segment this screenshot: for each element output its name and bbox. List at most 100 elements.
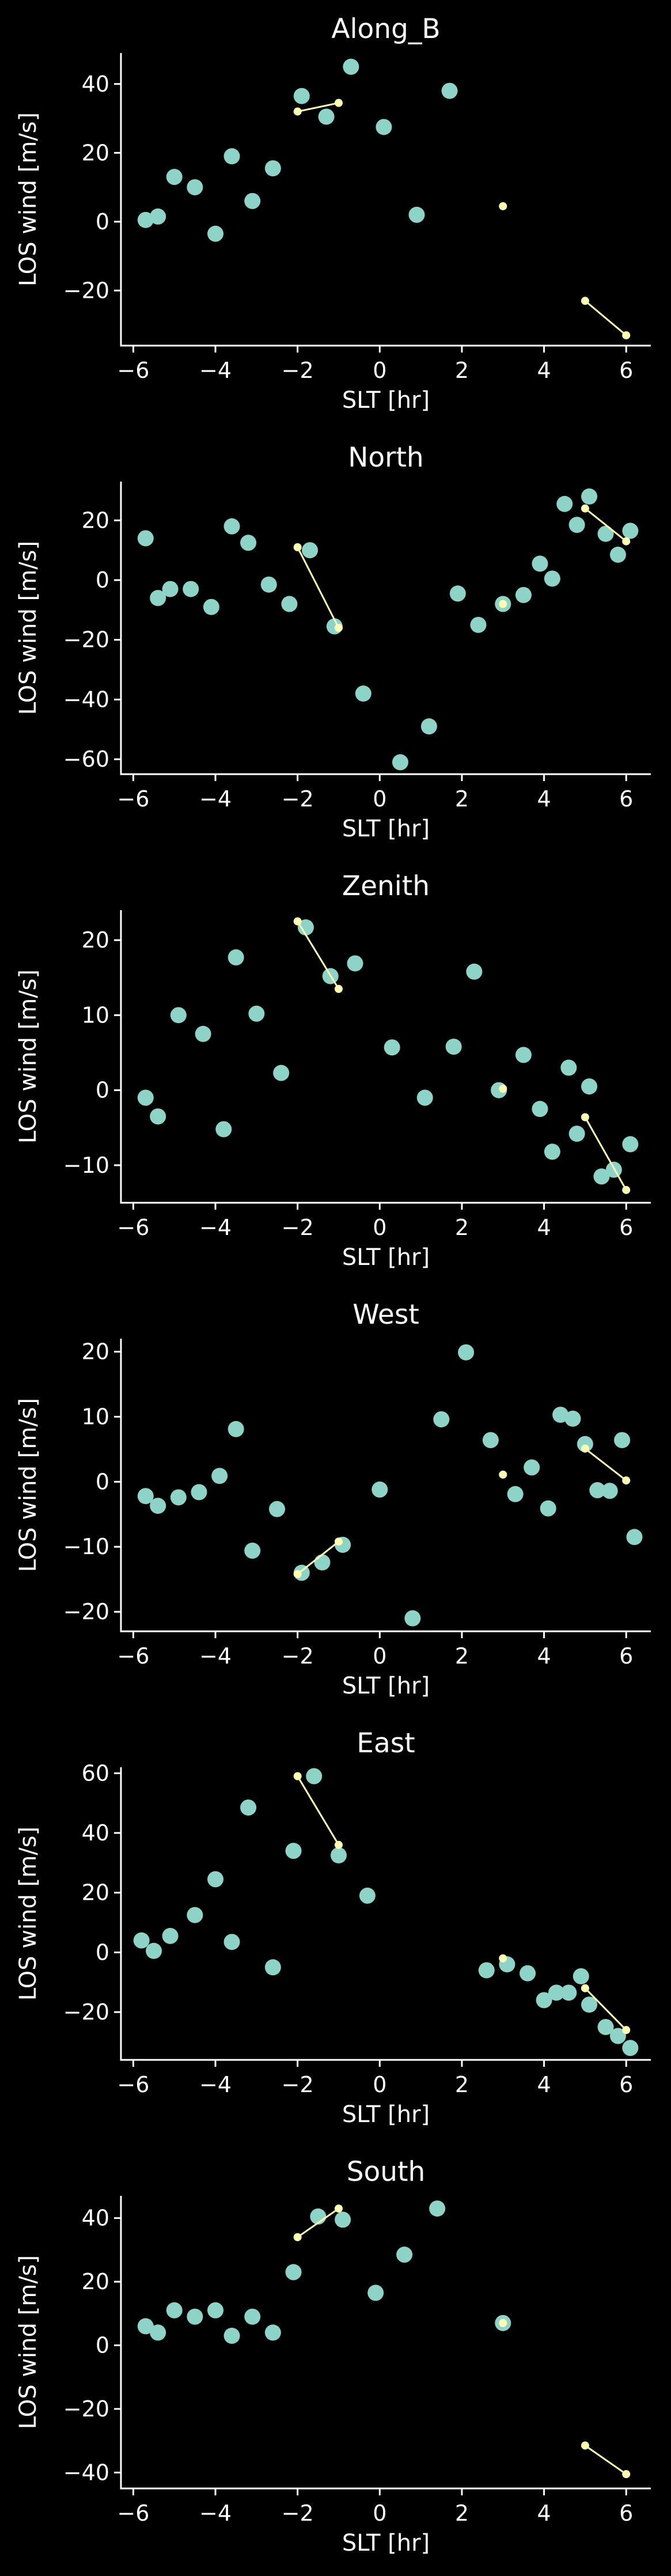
x-tick-label: 6 [619,2072,633,2097]
chart-title: Zenith [342,870,430,902]
data-point [581,488,598,505]
data-point [536,1992,552,2009]
model-line [297,920,340,990]
model-point [622,537,631,545]
x-axis-label: SLT [hr] [342,1244,430,1271]
x-tick-label: 6 [619,1215,633,1240]
data-point [133,1932,150,1949]
y-axis-label: LOS wind [m/s] [15,112,41,286]
x-tick-label: −2 [282,2072,314,2097]
model-point [581,2441,589,2450]
x-tick-label: 0 [373,358,386,383]
data-point [137,530,154,547]
model-point [581,1984,589,1992]
data-point [264,2324,281,2341]
data-point [482,1432,499,1449]
data-point [597,525,614,542]
y-tick-label: 20 [82,1339,109,1365]
y-tick-label: 20 [82,140,109,165]
x-tick-label: −6 [117,1215,149,1240]
x-tick-label: −2 [282,1643,314,1669]
data-point [416,1089,433,1106]
x-tick-label: 2 [455,786,469,812]
x-tick-label: 4 [537,2501,551,2526]
data-point [223,148,240,165]
model-line [297,102,339,113]
y-tick-label: 0 [96,1078,109,1103]
x-tick-label: −6 [117,358,149,383]
model-point [622,1185,631,1194]
data-point [515,586,532,603]
x-tick-label: 4 [537,1215,551,1240]
data-point [150,2324,166,2341]
data-point [420,718,437,735]
model-point [581,297,589,305]
model-point [293,2233,302,2241]
data-point [458,1344,475,1361]
data-point [150,1108,166,1125]
data-point [355,685,371,702]
data-point [150,1498,166,1514]
model-line [584,1987,627,2031]
data-point [187,2308,203,2325]
data-point [244,1543,261,1559]
x-tick-label: 2 [455,1215,469,1240]
y-axis-label: LOS wind [m/s] [15,969,41,1143]
data-point [593,1168,610,1185]
model-line [585,2445,627,2475]
x-axis-label: SLT [hr] [342,2101,430,2128]
model-point [293,107,302,116]
model-point [622,1476,631,1485]
data-point [281,596,298,612]
model-point [334,1840,343,1849]
data-point [187,1907,203,1923]
data-point [478,1962,495,1979]
model-point [499,1954,507,1963]
data-point [137,1488,154,1505]
data-point [137,2318,154,2335]
y-tick-label: 40 [82,2206,109,2231]
data-point [285,2264,302,2280]
model-point [499,1470,507,1479]
model-point [334,2204,343,2213]
x-tick-label: 6 [619,2501,633,2526]
x-tick-label: −6 [117,2072,149,2097]
data-point [520,1965,536,1982]
data-point [589,1482,606,1499]
data-point [622,522,639,539]
data-point [532,555,548,572]
x-tick-label: 6 [619,1643,633,1669]
model-point [334,624,343,632]
model-point [499,2319,507,2327]
y-tick-label: 0 [96,1469,109,1494]
model-point [581,1113,589,1122]
data-point [359,1887,376,1904]
model-point [334,99,343,107]
x-tick-label: 4 [537,786,551,812]
model-point [334,984,343,993]
x-tick-label: 2 [455,2072,469,2097]
data-point [384,1039,400,1056]
data-point [343,58,359,75]
data-point [166,2302,183,2319]
y-tick-label: −10 [63,1153,109,1178]
y-tick-label: −20 [63,1599,109,1624]
data-point [376,119,392,135]
x-tick-label: 4 [537,1643,551,1669]
chart-panel-zenith: Zenith −6 −4 −2 0 2 4 6 −10 0 10 20 SLT [hr] LOS wind… [15,870,651,1271]
data-point [207,225,224,242]
data-point [449,585,466,602]
data-point [244,2308,261,2325]
model-point [581,504,589,513]
data-point [622,2040,639,2056]
chart-title: Along_B [331,13,440,45]
x-tick-label: −4 [199,1215,232,1240]
model-line [584,1448,627,1482]
data-point [215,1121,232,1138]
model-point [622,331,631,340]
data-point [429,2200,446,2217]
